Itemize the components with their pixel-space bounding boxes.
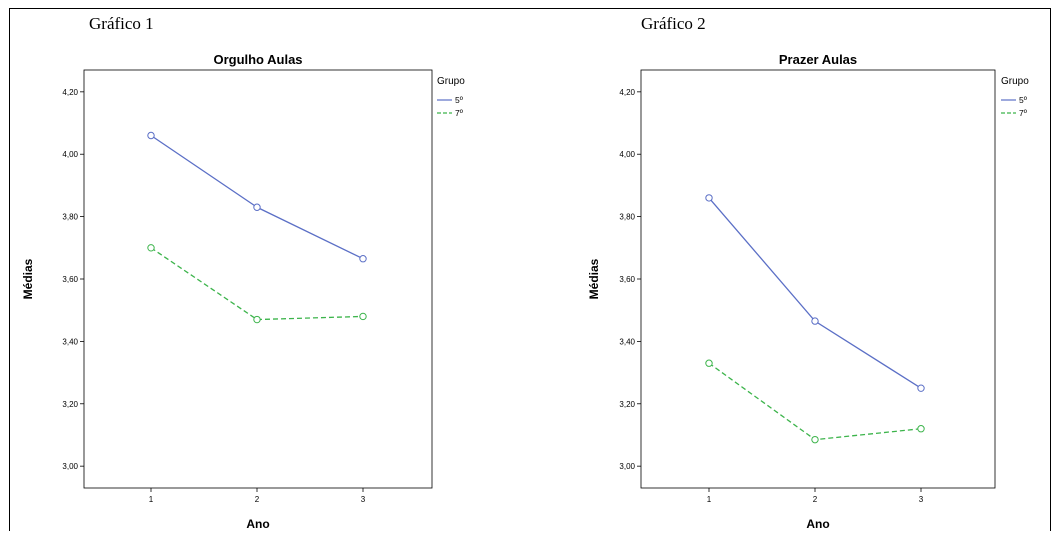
series-line-2 xyxy=(150,247,364,321)
legend-entry: 5º xyxy=(455,95,463,105)
y-tick-label: 4,20 xyxy=(62,88,78,97)
y-tick-label: 3,00 xyxy=(619,462,635,471)
x-axis-label: Ano xyxy=(806,517,829,531)
chart-panel-1: Gráfico 1 Orgulho Aulas 3,00 3,20 3,40 3,60 3… xyxy=(0,0,520,533)
x-tick-label: 3 xyxy=(919,495,924,504)
line-chart-prazer: Prazer Aulas 3,00 3,20 3,40 3,60 3,80 4,00 4,20… xyxy=(587,52,1029,531)
x-tick-label: 2 xyxy=(813,495,818,504)
legend-entry: 5º xyxy=(1019,95,1027,105)
plot-area xyxy=(640,69,996,489)
x-tick-label: 3 xyxy=(361,495,366,504)
y-axis-label: Médias xyxy=(21,258,35,299)
x-tick-label: 1 xyxy=(149,495,154,504)
chart-caption: Gráfico 2 xyxy=(641,14,706,33)
x-tick-label: 2 xyxy=(255,495,260,504)
data-point xyxy=(359,312,367,321)
data-point xyxy=(253,315,261,324)
y-tick-label: 3,20 xyxy=(619,400,635,409)
y-tick-label: 4,20 xyxy=(619,88,635,97)
legend-entry: 7º xyxy=(1019,108,1027,118)
y-tick-label: 3,80 xyxy=(619,213,635,222)
legend-title: Grupo xyxy=(1001,76,1029,87)
y-tick-label: 3,20 xyxy=(62,400,78,409)
y-tick-label: 3,60 xyxy=(619,275,635,284)
y-tick-label: 3,40 xyxy=(619,337,635,346)
series-line-1 xyxy=(150,134,364,260)
chart-panel-2: Gráfico 2 Prazer Aulas 3,00 3,20 3,40 3,60 3,… xyxy=(560,0,1055,533)
y-axis-label: Médias xyxy=(587,258,601,299)
y-tick-label: 3,00 xyxy=(62,462,78,471)
x-axis-label: Ano xyxy=(246,517,269,531)
data-point xyxy=(147,131,155,140)
y-tick-label: 4,00 xyxy=(62,150,78,159)
chart-caption: Gráfico 1 xyxy=(89,14,154,33)
y-tick-label: 3,80 xyxy=(62,213,78,222)
data-point xyxy=(147,244,155,252)
y-tick-label: 3,40 xyxy=(62,337,78,346)
chart-title: Prazer Aulas xyxy=(779,52,857,67)
data-point xyxy=(359,255,367,263)
data-point xyxy=(811,317,819,325)
y-tick-label: 4,00 xyxy=(619,150,635,159)
data-point xyxy=(917,384,925,392)
legend-title: Grupo xyxy=(437,76,465,87)
series-line-2 xyxy=(708,362,922,441)
series-line-1 xyxy=(708,197,922,389)
data-point xyxy=(811,435,819,444)
plot-area xyxy=(83,69,433,489)
data-point xyxy=(705,194,713,202)
data-point xyxy=(253,203,261,211)
data-point xyxy=(705,359,713,367)
x-tick-label: 1 xyxy=(707,495,712,504)
data-point xyxy=(917,425,925,433)
chart-title: Orgulho Aulas xyxy=(213,52,302,67)
legend-entry: 7º xyxy=(455,108,463,118)
figure-frame xyxy=(9,8,1051,531)
line-chart-orgulho: Orgulho Aulas 3,00 3,20 3,40 3,60 3,80 4,00 4,2… xyxy=(21,52,465,531)
y-tick-label: 3,60 xyxy=(62,275,78,284)
